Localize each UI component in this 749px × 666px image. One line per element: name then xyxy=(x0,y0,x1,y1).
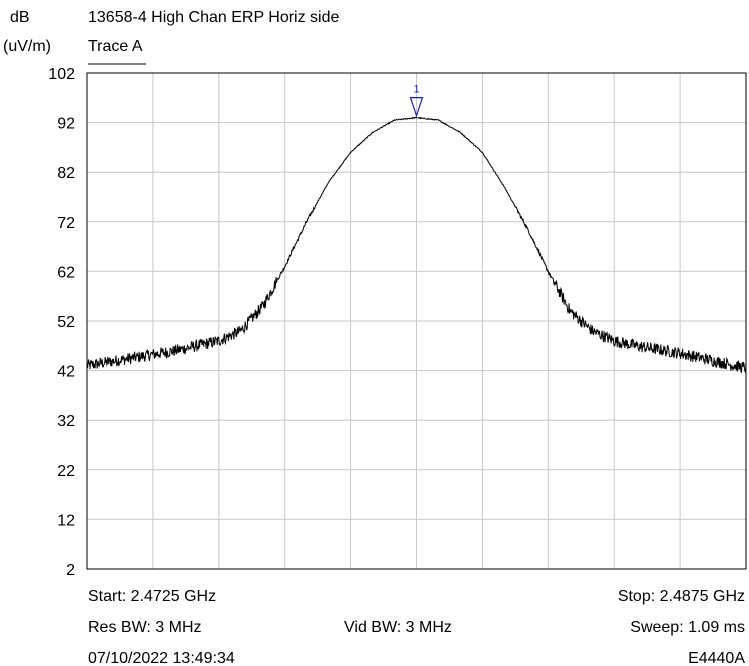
plot-grid xyxy=(87,73,746,569)
chart-title: 13658-4 High Chan ERP Horiz side xyxy=(88,9,340,26)
timestamp: 07/10/2022 13:49:34 xyxy=(88,650,235,666)
y-tick-label: 22 xyxy=(57,463,75,480)
plot-frame xyxy=(86,72,747,570)
instrument-model: E4440A xyxy=(688,650,745,666)
legend-trace-label: Trace A xyxy=(88,38,143,55)
resolution-bandwidth: Res BW: 3 MHz xyxy=(88,619,202,636)
marker-1: 1 xyxy=(409,84,424,118)
y-unit-label-uvm: (uV/m) xyxy=(3,38,51,55)
marker-label: 1 xyxy=(413,84,419,96)
y-tick-label: 2 xyxy=(66,562,75,579)
marker-triangle-icon xyxy=(409,97,424,118)
y-tick-label: 32 xyxy=(57,413,75,430)
y-tick-label: 82 xyxy=(57,165,75,182)
start-frequency: Start: 2.4725 GHz xyxy=(88,588,216,605)
y-tick-label: 62 xyxy=(57,264,75,281)
y-unit-label-db: dB xyxy=(10,9,30,26)
y-tick-label: 52 xyxy=(57,314,75,331)
y-tick-label: 102 xyxy=(48,66,75,83)
video-bandwidth: Vid BW: 3 MHz xyxy=(344,619,452,636)
y-tick-label: 72 xyxy=(57,215,75,232)
stop-frequency: Stop: 2.4875 GHz xyxy=(618,588,745,605)
y-tick-label: 92 xyxy=(57,116,75,133)
y-tick-label: 12 xyxy=(57,512,75,529)
sweep-time: Sweep: 1.09 ms xyxy=(630,619,745,636)
y-tick-label: 42 xyxy=(57,364,75,381)
y-tick-labels: 102 92 82 72 62 52 42 32 22 12 2 xyxy=(48,66,75,579)
